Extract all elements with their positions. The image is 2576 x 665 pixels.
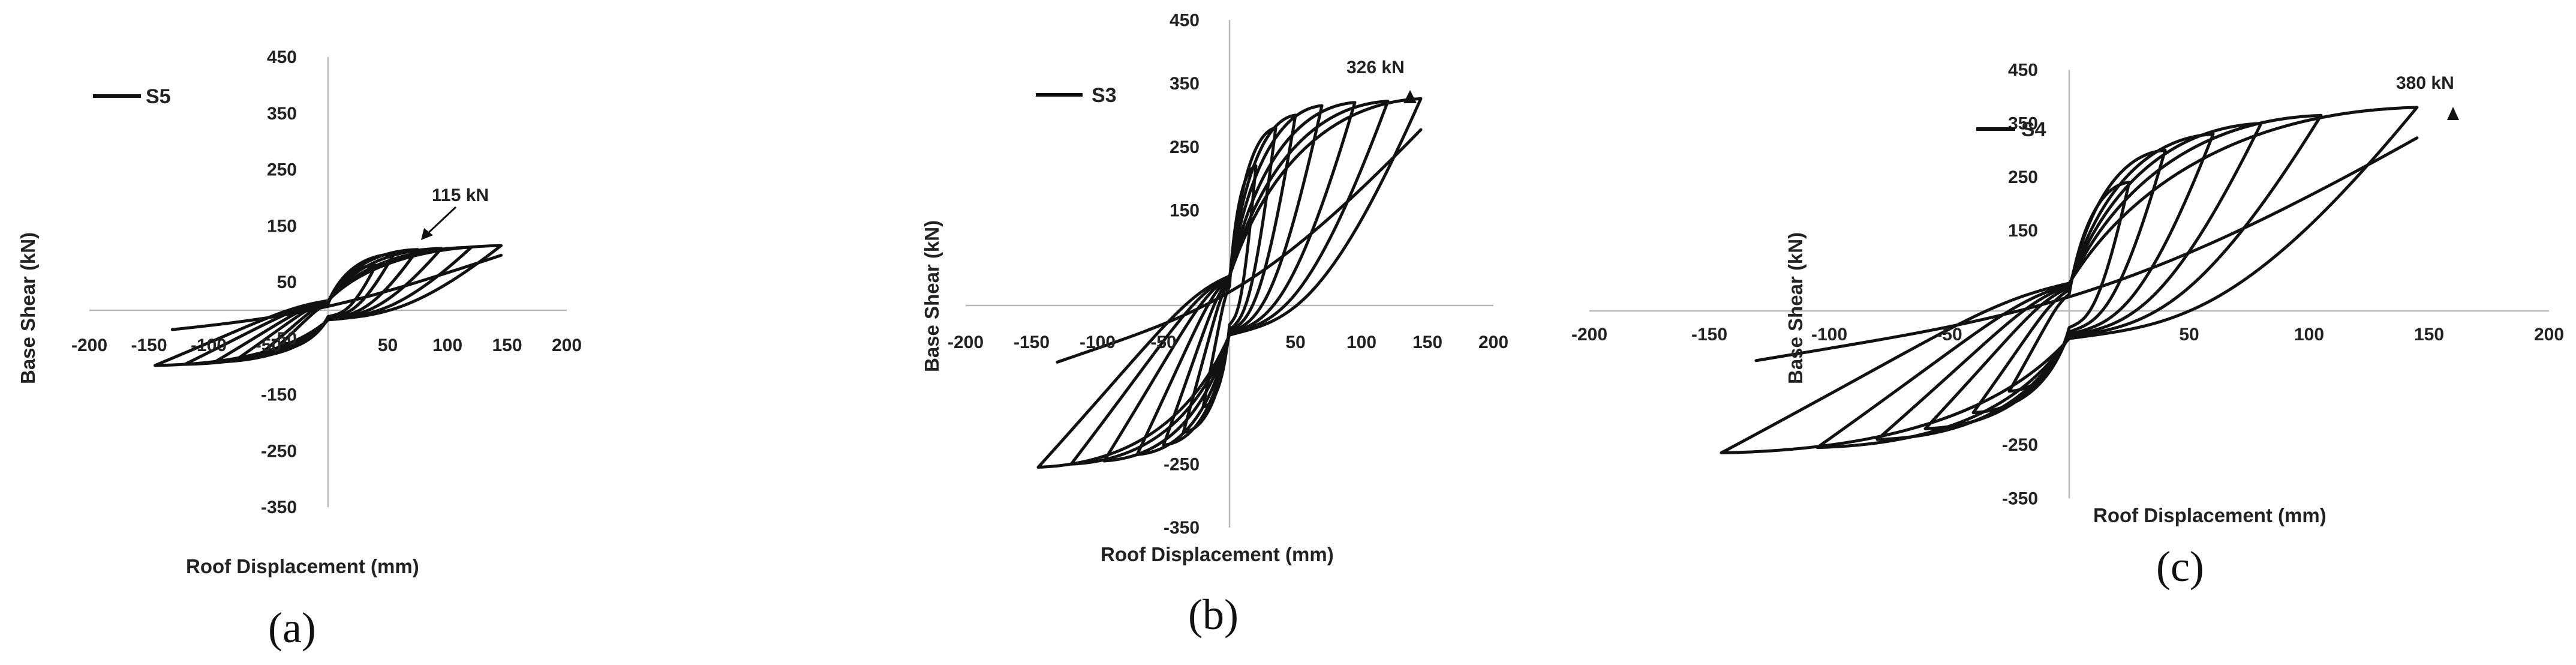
hysteresis-loop [1036,97,1423,469]
panel-a-xlabel: Roof Displacement (mm) [186,555,419,577]
y-tick-label: -350 [2002,489,2038,508]
panel-a-legend-label: S5 [146,85,171,108]
hysteresis-loop [1720,106,2419,455]
x-tick-label: -50 [1936,325,1962,345]
x-tick-label: -50 [256,336,281,355]
x-tick-label: -150 [131,336,167,355]
y-tick-label: 450 [2008,60,2038,80]
panel-b-xlabel: Roof Displacement (mm) [1101,543,1334,565]
x-tick-label: -150 [1691,325,1727,345]
panel-a-caption: (a) [268,604,316,652]
hysteresis-loop [1815,113,2323,450]
panel-c-caption: (c) [2156,543,2204,591]
hysteresis-loop [1135,104,1324,456]
hysteresis-loop [1102,101,1357,463]
y-tick-label: -350 [261,498,297,517]
panel-b: 450 350 250 150 -250 -350 -200 -150 -100 -50 50 10… [921,10,1508,639]
x-tick-label: 50 [378,336,398,355]
x-tick-label: -50 [1150,332,1176,352]
hysteresis-loop [1069,100,1390,466]
hysteresis-loop [153,244,503,367]
panel-b-annotation-arrowhead [1403,90,1417,103]
y-tick-label: 50 [277,272,297,292]
y-tick-label: -250 [2002,435,2038,455]
panel-c-annotation-arrowhead [2447,107,2459,120]
panel-b-legend-label: S3 [1092,84,1117,107]
x-tick-label: 150 [2414,325,2444,345]
x-tick-label: 150 [1412,332,1442,352]
x-tick-label: -200 [1571,325,1607,345]
panel-a-ylabel: Base Shear (kN) [17,232,39,384]
panel-b-xticks: -200 -150 -100 -50 50 100 150 200 [948,332,1508,352]
panel-b-yticks: 450 350 250 150 -250 -350 [1164,10,1200,538]
panel-b-loops [1036,97,1423,469]
hysteresis-loop [1971,148,2167,415]
panel-a-annotation: 115 kN [432,185,489,205]
x-tick-label: 100 [2294,325,2324,345]
y-tick-label: 250 [1170,137,1200,157]
reloading-branch [1754,136,2419,363]
x-tick-label: -200 [948,332,984,352]
panel-c-annotation: 380 kN [2396,73,2454,93]
y-tick-label: 250 [2008,167,2038,187]
y-tick-label: 450 [1170,10,1200,30]
y-tick-label: -150 [261,385,297,405]
y-tick-label: -350 [1164,518,1200,538]
panel-c-legend-label: S4 [2021,118,2046,141]
x-tick-label: 50 [2179,325,2199,345]
x-tick-label: -150 [1014,332,1050,352]
x-tick-label: 200 [2534,325,2564,345]
panel-a-yticks: 450 350 250 150 50 -50 -150 -250 -350 [261,47,297,517]
x-tick-label: 150 [492,336,522,355]
y-tick-label: 150 [2008,221,2038,241]
panel-b-annotation: 326 kN [1346,58,1405,77]
y-tick-label: 150 [1170,200,1200,220]
y-tick-label: -250 [1164,454,1200,474]
panel-a-xticks: -200 -150 -100 -50 50 100 150 200 [71,336,582,355]
x-tick-label: -200 [71,336,107,355]
panel-a-annotation-arrow [426,206,457,235]
y-tick-label: -250 [261,441,297,461]
x-tick-label: 100 [432,336,462,355]
y-tick-label: 150 [267,216,297,236]
panel-a: 450 350 250 150 50 -50 -150 -250 -350 -200 -150 -1… [17,47,582,652]
panel-a-axes [89,57,567,508]
x-tick-label: -100 [191,336,227,355]
panel-b-caption: (b) [1188,591,1239,639]
x-tick-label: 50 [1285,332,1305,352]
reloading-branch [170,253,503,331]
panel-c-loops [1720,106,2419,455]
y-tick-label: 250 [267,160,297,180]
panel-b-ylabel: Base Shear (kN) [921,220,943,372]
x-tick-label: 200 [552,336,582,355]
y-tick-label: 450 [267,47,297,67]
x-tick-label: -100 [1080,332,1116,352]
panel-c-xticks: -200 -150 -100 -50 50 100 150 200 [1571,325,2564,345]
panel-c-xlabel: Roof Displacement (mm) [2093,504,2326,526]
reloading-branch [1056,128,1423,364]
y-tick-label: 350 [267,104,297,124]
panel-a-annotation-arrowhead [421,228,433,240]
y-tick-label: -50 [271,329,297,349]
panel-c-ylabel: Base Shear (kN) [1784,232,1806,384]
x-tick-label: 200 [1478,332,1508,352]
panel-a-loops [153,244,503,367]
y-tick-label: 350 [1170,74,1200,94]
x-tick-label: -100 [1811,325,1847,345]
x-tick-label: 100 [1346,332,1376,352]
